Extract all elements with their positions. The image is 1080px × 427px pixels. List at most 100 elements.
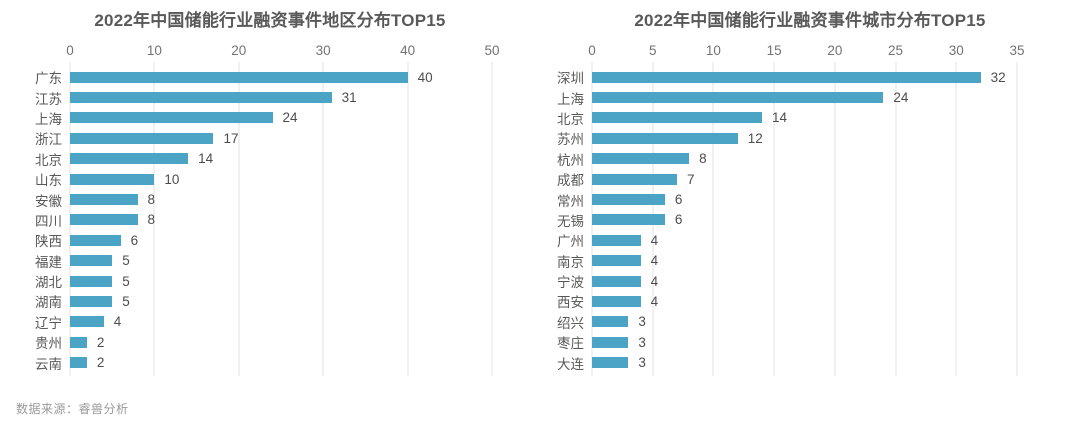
gridline: [895, 62, 897, 376]
category-label: 成都: [557, 173, 584, 189]
category-label: 云南: [35, 356, 62, 372]
value-label: 6: [130, 232, 139, 248]
gridline: [153, 62, 155, 376]
bar-track: 2: [70, 355, 492, 370]
bar-row: 北京 14: [540, 108, 1080, 128]
bar: [592, 295, 641, 307]
bar-track: 4: [592, 294, 1017, 309]
x-axis-tick-label: 5: [648, 43, 657, 58]
bar-track: 24: [592, 90, 1017, 105]
bar: [592, 173, 677, 185]
bar-track: 14: [70, 151, 492, 166]
value-label: 8: [147, 192, 156, 208]
bar-row: 云南 2: [0, 352, 540, 372]
value-label: 2: [96, 355, 105, 371]
category-label: 苏州: [557, 132, 584, 148]
category-label: 陕西: [35, 234, 62, 250]
bar-track: 4: [70, 314, 492, 329]
bar: [592, 132, 738, 144]
bar-track: 14: [592, 110, 1017, 125]
category-label: 常州: [557, 193, 584, 209]
category-label: 山东: [35, 173, 62, 189]
bar-track: 6: [592, 192, 1017, 207]
bar-row: 山东 10: [0, 169, 540, 189]
bar-row: 绍兴 3: [540, 312, 1080, 332]
gridline: [955, 62, 957, 376]
category-label: 无锡: [557, 213, 584, 229]
bar: [592, 112, 762, 124]
bar-track: 4: [592, 233, 1017, 248]
value-label: 3: [638, 355, 646, 371]
bar-row: 苏州 12: [540, 128, 1080, 148]
bar: [70, 71, 408, 83]
bar: [592, 153, 690, 165]
bar-row: 广州 4: [540, 230, 1080, 250]
bar: [70, 214, 138, 226]
value-label: 17: [223, 130, 239, 146]
value-label: 6: [674, 192, 683, 208]
category-label: 福建: [35, 254, 62, 270]
gridline: [322, 62, 324, 376]
bar-track: 5: [70, 294, 492, 309]
bar-track: 3: [592, 355, 1017, 370]
x-axis-tick-label: 25: [888, 43, 904, 58]
bar-track: 40: [70, 70, 492, 85]
bar: [592, 194, 665, 206]
category-label: 江苏: [35, 91, 62, 107]
bar-row: 浙江 17: [0, 128, 540, 148]
chart-body: 0 5 10 15 20 25 30 35 深圳 32 上海 24 北京 14 苏州 12 杭州 8 成都 7 常州 6…: [540, 40, 1080, 376]
value-label: 4: [650, 293, 659, 309]
bar: [592, 357, 629, 369]
category-label: 北京: [557, 111, 584, 127]
value-label: 10: [164, 171, 180, 187]
bar: [70, 92, 332, 104]
x-axis-tick-label: 15: [766, 43, 782, 58]
category-label: 枣庄: [557, 336, 584, 352]
bar-row: 宁波 4: [540, 271, 1080, 291]
bar: [592, 234, 641, 246]
value-label: 14: [198, 151, 214, 167]
bar-row: 北京 14: [0, 149, 540, 169]
bar-row: 大连 3: [540, 352, 1080, 372]
category-label: 广州: [557, 234, 584, 250]
category-label: 北京: [35, 152, 62, 168]
bar-track: 31: [70, 90, 492, 105]
x-axis-tick-label: 35: [1009, 43, 1025, 58]
bar-row: 上海 24: [540, 87, 1080, 107]
bar: [70, 357, 87, 369]
value-label: 3: [638, 334, 646, 350]
bar: [70, 112, 273, 124]
bar-row: 西安 4: [540, 291, 1080, 311]
value-label: 12: [747, 130, 763, 146]
x-axis-tick-label: 0: [588, 43, 596, 58]
bar-track: 3: [592, 335, 1017, 350]
category-label: 湖北: [35, 275, 62, 291]
bar-row: 常州 6: [540, 189, 1080, 209]
bar-row: 杭州 8: [540, 149, 1080, 169]
value-label: 24: [282, 110, 298, 126]
bar: [70, 132, 214, 144]
value-label: 32: [990, 69, 1006, 85]
value-label: 5: [122, 293, 130, 309]
bar-track: 6: [70, 233, 492, 248]
bar-track: 8: [592, 151, 1017, 166]
bar: [70, 295, 113, 307]
category-label: 辽宁: [35, 315, 62, 331]
x-axis-tick-label: 40: [400, 43, 416, 58]
bar: [70, 336, 87, 348]
category-label: 南京: [557, 254, 584, 270]
x-axis: 0 10 20 30 40 50: [66, 40, 499, 62]
bar-row: 南京 4: [540, 251, 1080, 271]
bar-rows: 广东 40 江苏 31 上海 24 浙江 17 北京 14 山东 10 安徽 8 四川 8 陕西 6 福建 5 湖北 5 湖…: [0, 67, 540, 373]
category-label: 杭州: [557, 152, 584, 168]
bar-track: 7: [592, 172, 1017, 187]
bar-rows: 深圳 32 上海 24 北京 14 苏州 12 杭州 8 成都 7 常州 6 无锡 6 广州 4 南京 4 宁波 4 西安 4…: [540, 67, 1080, 373]
bar: [70, 173, 155, 185]
category-label: 四川: [35, 213, 62, 229]
category-label: 宁波: [557, 275, 584, 291]
value-label: 8: [699, 151, 707, 167]
value-label: 6: [674, 212, 683, 228]
bar-row: 江苏 31: [0, 87, 540, 107]
value-label: 2: [96, 334, 105, 350]
bar-track: 5: [70, 253, 492, 268]
